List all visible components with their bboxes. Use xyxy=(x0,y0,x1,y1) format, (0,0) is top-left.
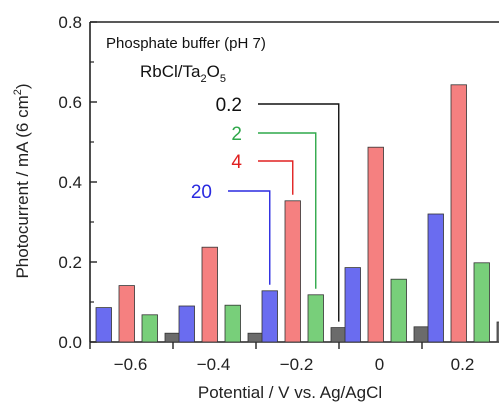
bar-2-1 xyxy=(224,304,241,343)
bar-2-2 xyxy=(307,294,324,343)
bar-20-1 xyxy=(178,305,195,343)
x-axis-title: Potential / V vs. Ag/AgCl xyxy=(198,383,382,402)
leader-line-20 xyxy=(228,190,271,285)
bar-0_2-1 xyxy=(247,332,264,343)
series-label-2: 2 xyxy=(231,124,242,145)
annotation-material: RbCl/Ta2O5 xyxy=(140,62,226,85)
bar-2-3 xyxy=(390,278,407,343)
y-tick-label: 0.4 xyxy=(58,173,82,192)
bar-4-1 xyxy=(201,246,218,343)
x-tick-label: 0.2 xyxy=(451,355,475,374)
bar-4-3 xyxy=(367,146,384,343)
bar-0_2-2 xyxy=(330,327,347,343)
bars xyxy=(95,84,499,343)
bar-2-0 xyxy=(141,314,158,343)
bar-20-0 xyxy=(95,307,112,343)
leader-line-2 xyxy=(258,132,317,289)
bar-20-3 xyxy=(344,267,361,343)
series-leader-lines: 20 4 2 0.2 xyxy=(191,95,340,322)
y-axis-title: Photocurrent / mA (6 cm2) xyxy=(12,83,32,278)
axes: 0.0 0.2 0.4 0.6 0.8 −0.6 −0.4 −0.2 0 0.2 xyxy=(58,13,499,374)
leader-line-0_2 xyxy=(258,103,340,322)
x-tick-label: −0.6 xyxy=(114,355,148,374)
series-label-20: 20 xyxy=(191,182,212,203)
y-tick-label: 0.0 xyxy=(58,333,82,352)
x-tick-label: −0.2 xyxy=(280,355,314,374)
bar-2-4 xyxy=(473,262,490,343)
annotation-buffer: Phosphate buffer (pH 7) xyxy=(106,35,266,52)
y-tick-label: 0.6 xyxy=(58,93,82,112)
bar-0_2-0 xyxy=(164,332,181,343)
series-label-0_2: 0.2 xyxy=(216,95,242,116)
x-tick-label: 0 xyxy=(375,355,384,374)
y-tick-label: 0.2 xyxy=(58,253,82,272)
leader-line-4 xyxy=(258,160,294,195)
series-label-4: 4 xyxy=(231,152,242,173)
y-tick-label: 0.8 xyxy=(58,13,82,32)
bar-20-4 xyxy=(427,213,444,343)
bar-4-2 xyxy=(284,200,301,343)
bar-0_2-4 xyxy=(496,321,499,343)
bar-4-0 xyxy=(118,285,135,343)
bar-20-2 xyxy=(261,290,278,343)
bar-0_2-3 xyxy=(413,326,430,343)
x-tick-label: −0.4 xyxy=(197,355,231,374)
bar-4-4 xyxy=(450,84,467,343)
